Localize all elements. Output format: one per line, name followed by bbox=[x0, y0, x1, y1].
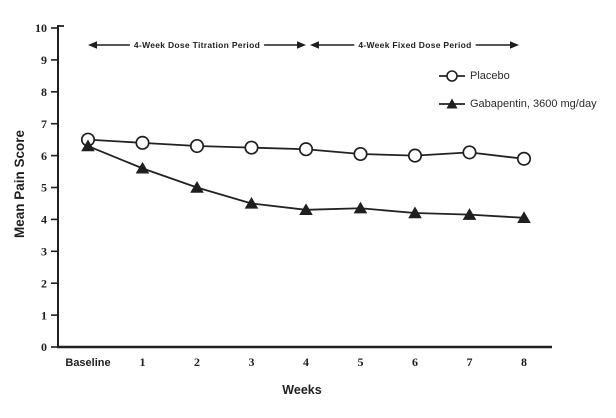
data-point-triangle bbox=[517, 211, 531, 224]
data-point-circle bbox=[189, 138, 205, 154]
data-series-layer bbox=[80, 132, 532, 224]
x-tick-label: 8 bbox=[521, 355, 527, 369]
data-point-triangle bbox=[244, 196, 259, 209]
y-tick-group: 0 1 2 3 4 5 6 7 8 9 10 bbox=[35, 21, 58, 354]
data-point-circle bbox=[462, 145, 477, 160]
y-tick-label: 0 bbox=[41, 340, 47, 354]
arrow-head-left-icon bbox=[310, 41, 319, 49]
data-point-circle bbox=[407, 148, 423, 163]
legend-item-gabapentin: Gabapentin, 3600 mg/day bbox=[438, 90, 597, 118]
y-tick-label: 3 bbox=[41, 245, 47, 259]
y-tick-label: 7 bbox=[41, 117, 47, 131]
legend-item-placebo: Placebo bbox=[438, 62, 597, 90]
x-axis-title: Weeks bbox=[282, 383, 321, 397]
data-point-triangle bbox=[462, 208, 477, 220]
open-circle-marker-icon bbox=[439, 70, 465, 82]
y-tick-label: 4 bbox=[41, 213, 47, 227]
arrow-head-left-icon bbox=[88, 41, 97, 49]
y-axis: 0 1 2 3 4 5 6 7 8 9 10 bbox=[35, 21, 64, 354]
x-tick-label: 2 bbox=[194, 355, 200, 369]
y-tick-label: 8 bbox=[41, 85, 47, 99]
fixed-dose-period-label: 4-Week Fixed Dose Period bbox=[358, 40, 471, 50]
x-tick-group: Baseline 1 2 3 4 5 6 7 8 bbox=[65, 355, 527, 369]
data-point-circle bbox=[135, 135, 150, 150]
legend-label-placebo: Placebo bbox=[470, 70, 510, 82]
arrow-head-right-icon bbox=[510, 41, 519, 49]
y-tick-label: 5 bbox=[41, 181, 47, 195]
data-point-circle bbox=[298, 142, 314, 157]
x-tick-label: 5 bbox=[358, 355, 364, 369]
x-tick-label: 1 bbox=[140, 355, 146, 369]
data-point-triangle bbox=[353, 201, 368, 214]
x-tick-label: 4 bbox=[303, 355, 309, 369]
y-tick-label: 9 bbox=[41, 53, 47, 67]
data-point-circle bbox=[516, 151, 532, 166]
data-point-circle bbox=[353, 146, 368, 162]
data-point-triangle bbox=[81, 139, 95, 152]
filled-triangle-marker-icon bbox=[439, 98, 465, 109]
x-tick-label: 3 bbox=[249, 355, 255, 369]
y-axis-title: Mean Pain Score bbox=[12, 129, 27, 238]
data-point-circle bbox=[244, 140, 259, 155]
arrow-head-right-icon bbox=[297, 41, 306, 49]
x-tick-label: 7 bbox=[467, 355, 473, 369]
period-annotations: 4-Week Dose Titration Period 4-Week Fixe… bbox=[88, 40, 519, 50]
y-tick-label: 2 bbox=[41, 276, 47, 290]
data-point-triangle bbox=[299, 203, 313, 216]
y-tick-label: 6 bbox=[41, 149, 47, 163]
legend: Placebo Gabapentin, 3600 mg/day bbox=[438, 62, 597, 118]
y-tick-label: 1 bbox=[41, 308, 47, 322]
annotation-arrows bbox=[88, 41, 519, 49]
x-tick-label: 6 bbox=[412, 355, 418, 369]
x-axis: Baseline 1 2 3 4 5 6 7 8 bbox=[57, 345, 552, 369]
x-tick-label: Baseline bbox=[65, 357, 110, 369]
y-tick-label: 10 bbox=[35, 21, 47, 35]
dose-titration-period-label: 4-Week Dose Titration Period bbox=[134, 40, 260, 50]
data-point-triangle bbox=[135, 161, 150, 174]
data-point-triangle bbox=[190, 181, 204, 193]
data-point-triangle bbox=[408, 206, 422, 219]
legend-label-gabapentin: Gabapentin, 3600 mg/day bbox=[470, 98, 597, 110]
